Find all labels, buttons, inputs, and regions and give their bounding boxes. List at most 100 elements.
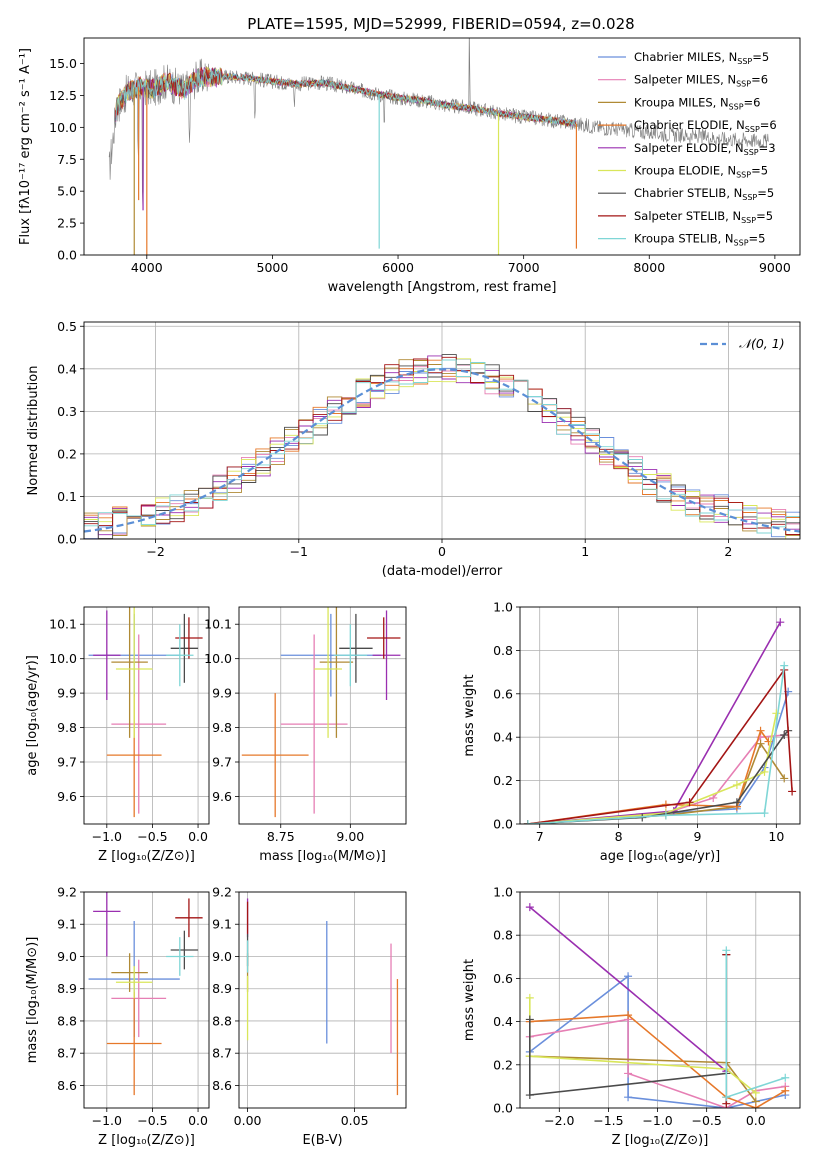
y-tick-label: 10.0	[49, 651, 77, 666]
x-tick-label: −0.5	[137, 829, 167, 844]
y-tick-label: 9.2	[212, 885, 232, 900]
y-tick-label: 0.1	[57, 489, 77, 504]
axes-frame	[83, 891, 210, 1109]
data-point-marker	[732, 798, 741, 807]
y-tick-label: 8.6	[212, 1078, 232, 1093]
errorbar-chabrier-elodie	[241, 693, 309, 818]
data-point-marker	[624, 1093, 633, 1102]
x-tick-label: 9000	[759, 260, 791, 275]
x-tick-label: 1	[581, 544, 589, 559]
y-axis-label: mass weight	[462, 959, 477, 1041]
data-point-marker	[751, 1104, 760, 1108]
legend-entry: 𝒩(0, 1)	[739, 336, 785, 351]
y-tick-label: 0.8	[493, 928, 513, 943]
errorbars	[241, 607, 401, 818]
legend-entry: Salpeter STELIB, NSSP=5	[634, 209, 773, 225]
y-tick-label: 9.0	[212, 949, 232, 964]
series-line	[529, 906, 727, 1072]
x-tick-label: −2	[146, 544, 164, 559]
errorbar-kroupa-elodie	[115, 607, 153, 738]
data-point-marker	[776, 618, 785, 627]
y-tick-label: 2.5	[57, 216, 77, 231]
x-tick-label: 4000	[131, 260, 163, 275]
data-point-marker	[760, 809, 769, 818]
data-point-marker	[751, 1088, 760, 1097]
spectrum-panel: 4000 5000 6000 7000 8000 9000 0.0 2.5 5.0 7.5 10.0…	[18, 37, 801, 295]
errorbar-kroupa-elodie	[115, 966, 153, 999]
y-tick-label: 0.2	[493, 1057, 513, 1072]
data-point-marker	[756, 739, 765, 748]
mass-weight-vs-age-panel: 7 8 9 10 0.0 0.2 0.4 0.6 0.8 1.0 age [log₁₀(age/yr…	[462, 600, 801, 864]
y-tick-label: 5.0	[57, 184, 77, 199]
data-point-marker	[624, 972, 633, 981]
x-axis-label: mass [log₁₀(M/M⊙)]	[259, 849, 386, 864]
x-tick-label: 0.00	[234, 1113, 262, 1128]
y-tick-label: 9.7	[57, 755, 77, 770]
errorbar-kroupa-stelib	[166, 937, 194, 976]
data-point-marker	[525, 1015, 534, 1024]
errorbar-salpeter-stelib	[175, 898, 203, 938]
y-tick-label: 0.5	[57, 319, 77, 334]
errorbar-salpeter-stelib	[367, 617, 401, 659]
x-tick-label: −1	[290, 544, 308, 559]
legend-entry: Chabrier STELIB, NSSP=5	[634, 186, 774, 202]
y-tick-label: 0.0	[493, 1101, 513, 1116]
x-tick-label: 7	[536, 829, 544, 844]
y-tick-label: 7.5	[57, 152, 77, 167]
x-axis-label: (data-model)/error	[382, 564, 503, 579]
x-tick-label: 8000	[633, 260, 665, 275]
legend-entry: Kroupa MILES, NSSP=6	[634, 95, 760, 111]
y-tick-label: 9.9	[212, 686, 232, 701]
axes-frame	[83, 606, 210, 825]
data-point-marker	[525, 903, 534, 912]
y-tick-label: 8.6	[57, 1078, 77, 1093]
errorbar-kroupa-miles	[319, 607, 354, 738]
y-tick-label: 10.0	[49, 120, 77, 135]
y-tick-label: 10.1	[204, 617, 232, 632]
data-point-marker	[685, 798, 694, 807]
x-tick-label: −1.0	[92, 1113, 122, 1128]
legend-entry: Chabrier MILES, NSSP=5	[634, 50, 769, 66]
data-point-marker	[780, 774, 789, 783]
x-tick-label: 9.00	[336, 829, 364, 844]
x-tick-label: −0.5	[137, 1113, 167, 1128]
x-tick-label: −1.0	[92, 829, 122, 844]
errorbars	[88, 892, 203, 1096]
x-tick-label: 8	[615, 829, 623, 844]
x-tick-label: 0.0	[188, 829, 208, 844]
residuals-panel: −2 −1 0 1 2 0.0 0.1 0.2 0.3 0.4 0.5 (data-model)/er…	[26, 319, 801, 579]
y-tick-label: 8.9	[212, 981, 232, 996]
y-tick-label: 9.9	[57, 686, 77, 701]
y-tick-label: 0.0	[493, 817, 513, 832]
y-tick-label: 1.0	[493, 885, 513, 900]
errorbar-salpeter-elodie	[93, 610, 121, 700]
series-kroupa-stelib	[523, 661, 789, 824]
axes-frame	[238, 606, 407, 825]
y-tick-label: 0.0	[57, 248, 77, 263]
x-axis-label: wavelength [Angstrom, rest frame]	[328, 280, 557, 295]
x-tick-label: 0.0	[746, 1113, 766, 1128]
age-vs-metallicity-panel: −1.0 −0.5 0.0 9.6 9.7 9.8 9.9 10.0 10.1 Z [log₁₀(…	[25, 606, 210, 864]
y-axis-label: mass weight	[462, 674, 477, 756]
y-tick-label: 0.4	[493, 1014, 513, 1029]
weight-lines	[525, 903, 790, 1108]
x-axis-label: E(B-V)	[302, 1133, 342, 1148]
x-tick-label: 5000	[257, 260, 289, 275]
data-point-marker	[780, 661, 789, 670]
legend-entry: Salpeter ELODIE, NSSP=3	[634, 141, 776, 157]
x-tick-label: 7000	[508, 260, 540, 275]
halpha-emission	[468, 38, 471, 111]
errorbar-chabrier-stelib	[170, 613, 199, 683]
y-tick-label: 9.1	[57, 917, 77, 932]
histograms	[84, 354, 800, 539]
errorbar-salpeter-elodie	[372, 610, 401, 700]
axes-frame	[519, 606, 801, 825]
x-tick-label: 10	[768, 829, 784, 844]
y-tick-label: 8.8	[212, 1013, 232, 1028]
data-point-marker	[756, 726, 765, 735]
errorbar-chabrier-stelib	[339, 613, 373, 683]
data-point-marker	[624, 1011, 633, 1020]
y-tick-label: 9.1	[212, 917, 232, 932]
y-tick-label: 9.8	[57, 720, 77, 735]
